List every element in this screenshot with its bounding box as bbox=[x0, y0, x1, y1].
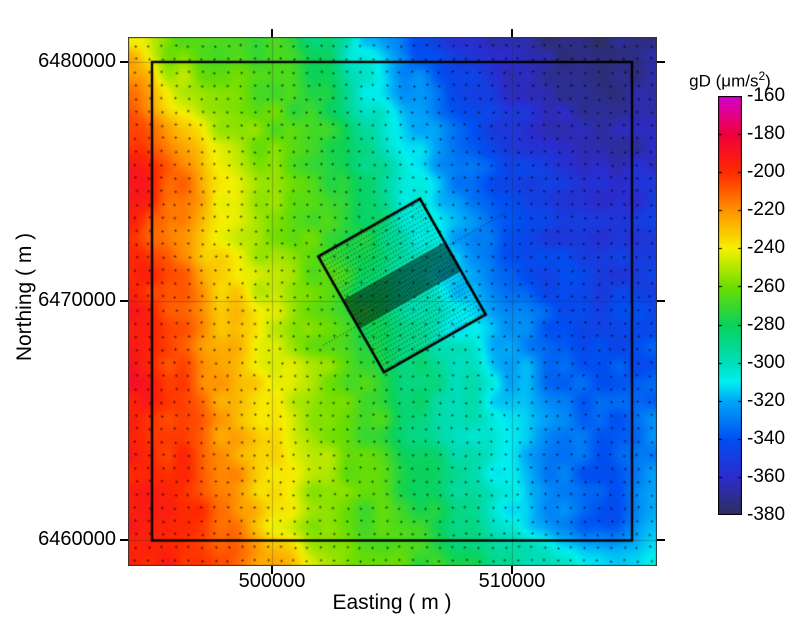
colorbar-canvas bbox=[718, 96, 742, 515]
axis-tick bbox=[120, 539, 128, 541]
colorbar-title-sup: 2 bbox=[758, 69, 766, 83]
axis-tick bbox=[511, 29, 513, 37]
colorbar-tick-label: -300 bbox=[747, 352, 786, 373]
axis-tick bbox=[120, 61, 128, 63]
colorbar-tick-label: -180 bbox=[747, 123, 786, 144]
colorbar-tick-label: -260 bbox=[747, 276, 786, 297]
axis-tick bbox=[120, 300, 128, 302]
colorbar-tick-label: -220 bbox=[747, 199, 786, 220]
colorbar-title-close: ) bbox=[765, 71, 771, 91]
colorbar-tick-label: -280 bbox=[747, 314, 786, 335]
colorbar-tick-label: -240 bbox=[747, 237, 786, 258]
colorbar-tick-label: -160 bbox=[747, 85, 786, 106]
colorbar-tick-label: -380 bbox=[747, 504, 786, 525]
axis-tick bbox=[511, 566, 513, 574]
axis-tick bbox=[657, 61, 665, 63]
colorbar-title: gD (μm/s2) bbox=[662, 69, 798, 92]
colorbar-tick-label: -340 bbox=[747, 428, 786, 449]
colorbar-tick-label: -200 bbox=[747, 161, 786, 182]
axis-tick bbox=[271, 29, 273, 37]
axis-tick bbox=[657, 539, 665, 541]
x-tick-label: 500000 bbox=[238, 570, 306, 592]
y-tick-label: 6460000 bbox=[38, 528, 116, 550]
x-axis-title: Easting ( m ) bbox=[332, 591, 452, 614]
gravity-heatmap-canvas bbox=[128, 37, 657, 566]
axis-tick bbox=[657, 300, 665, 302]
colorbar-tick-label: -320 bbox=[747, 390, 786, 411]
y-tick-label: 6470000 bbox=[38, 289, 116, 311]
colorbar-title-main: gD (μm/s bbox=[689, 71, 759, 91]
axis-tick bbox=[271, 566, 273, 574]
y-tick-label: 6480000 bbox=[38, 50, 116, 72]
x-tick-label: 510000 bbox=[478, 570, 546, 592]
colorbar-tick-label: -360 bbox=[747, 466, 786, 487]
